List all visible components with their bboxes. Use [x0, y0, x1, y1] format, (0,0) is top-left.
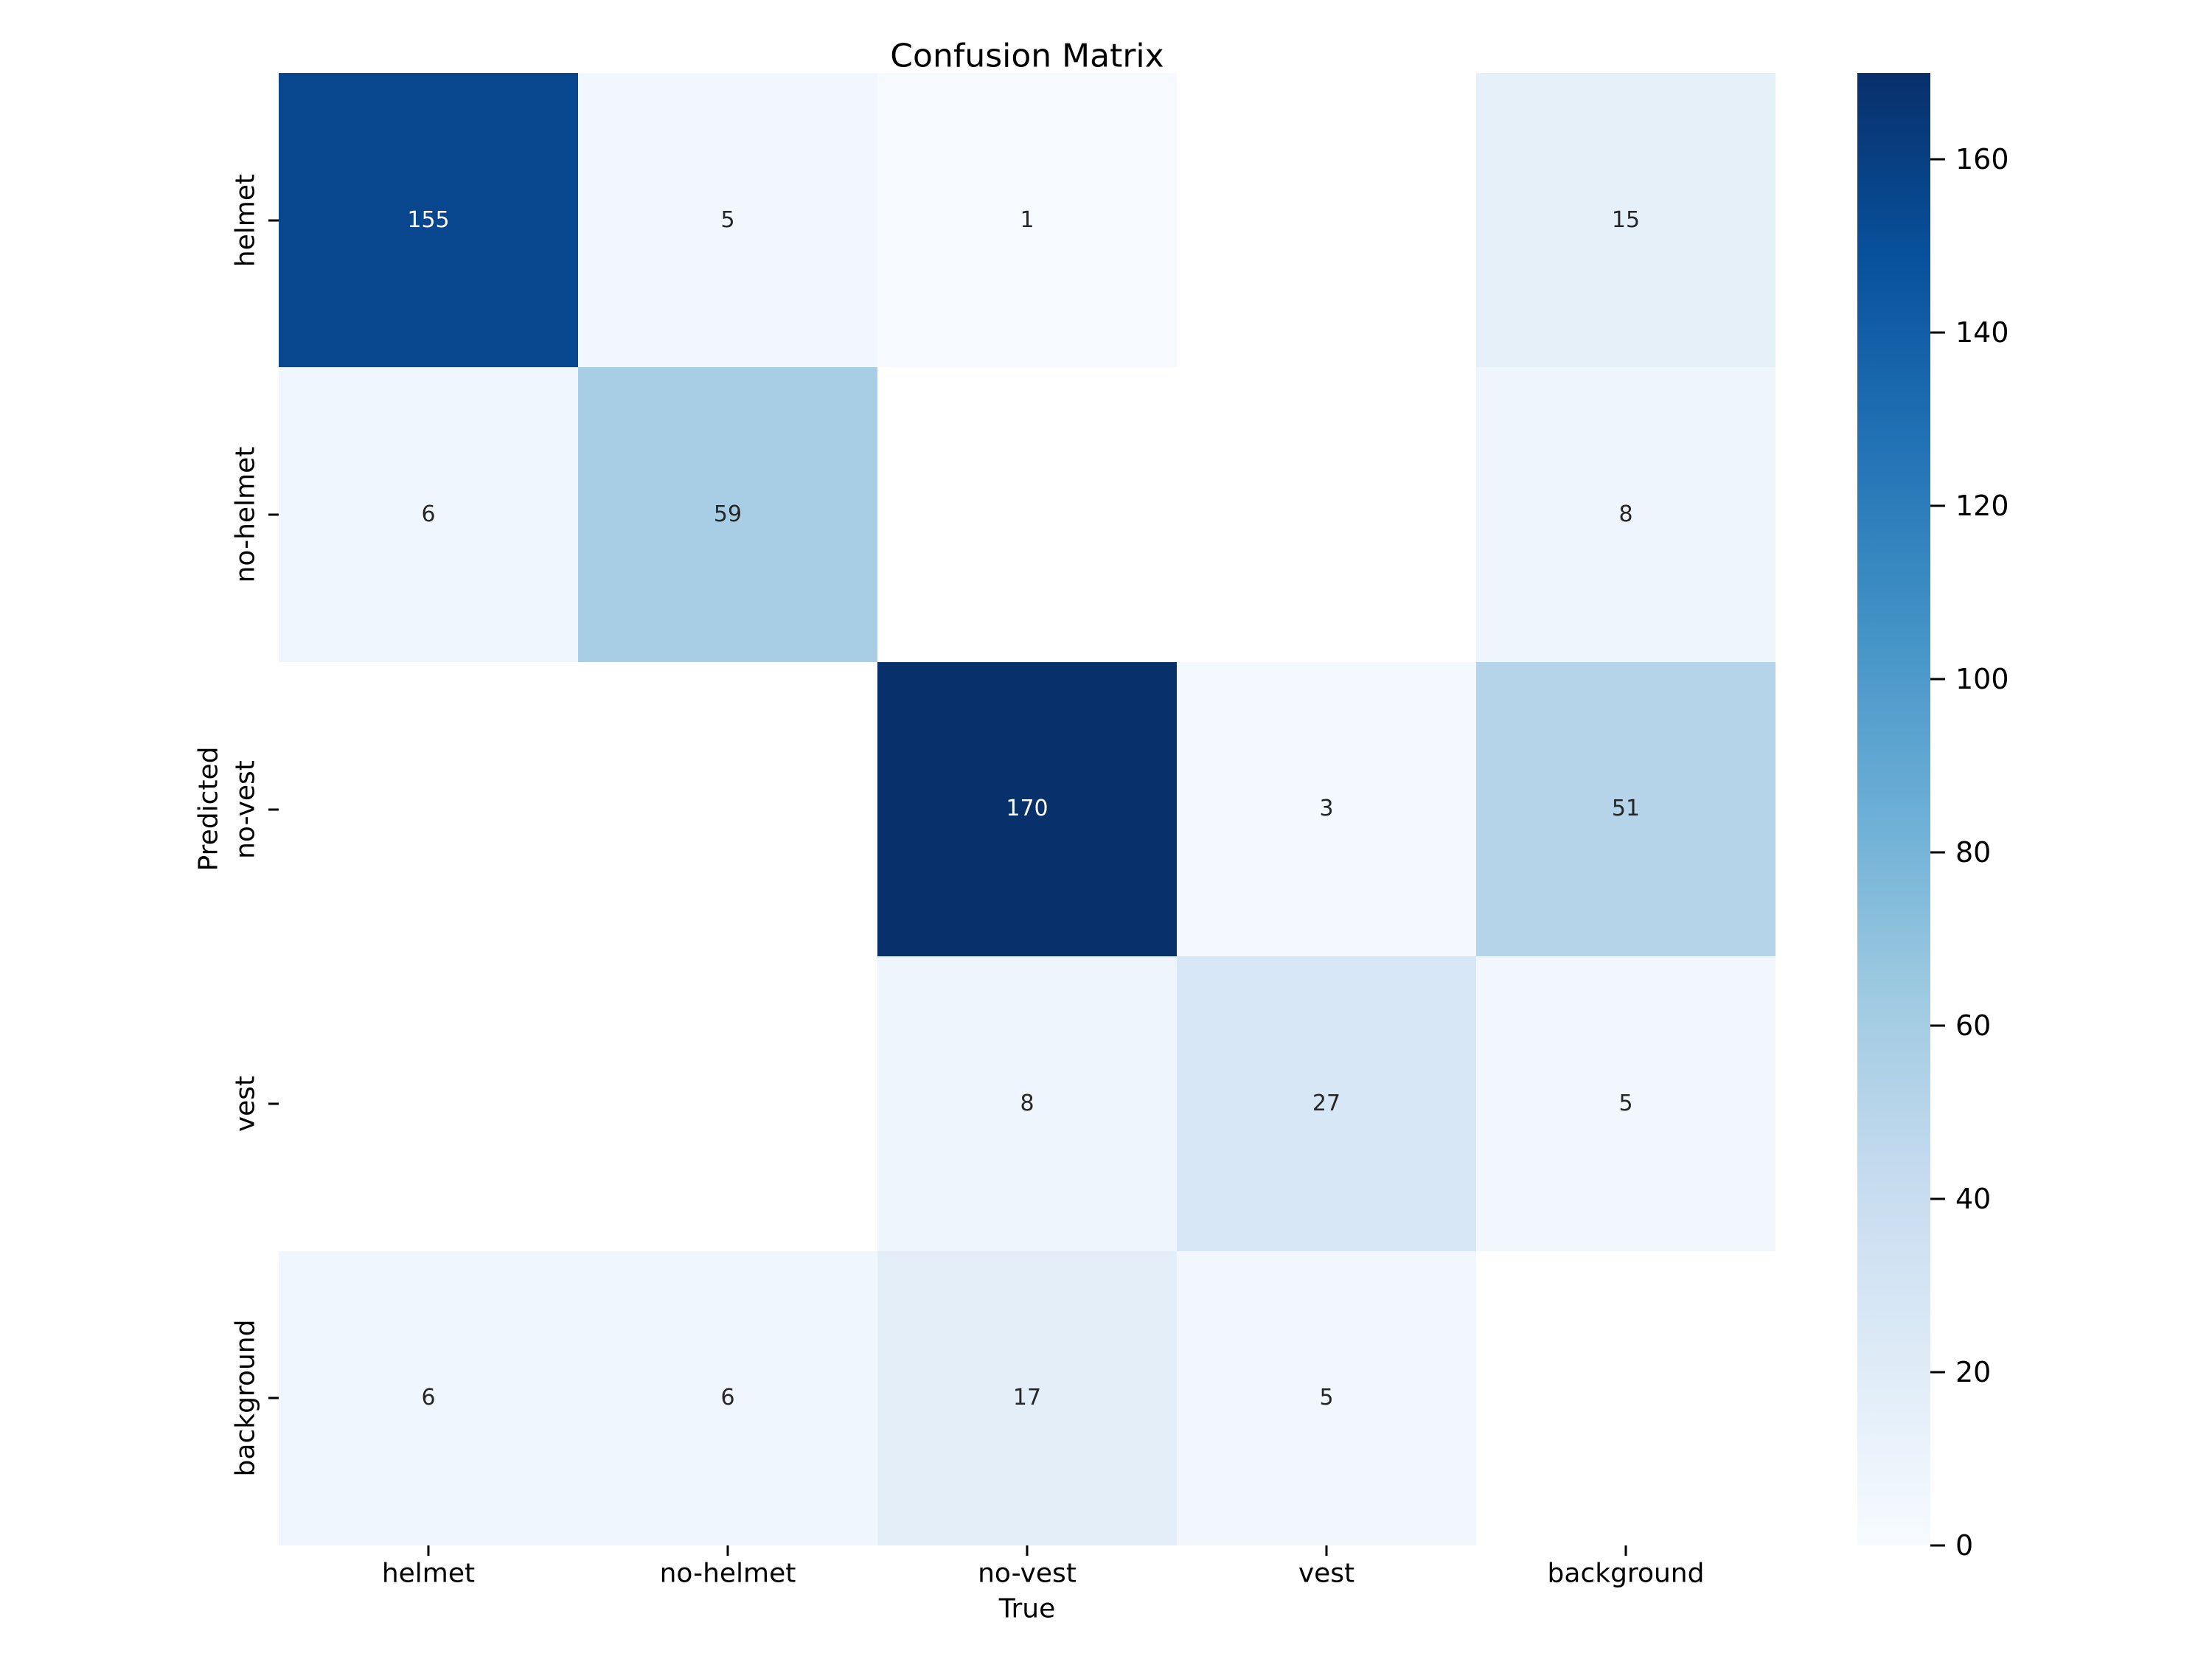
cell-value: 6	[720, 1385, 735, 1411]
cell-value: 8	[1618, 501, 1633, 528]
matrix-cell-no-helmet-vest	[1177, 367, 1476, 662]
x-tick-mark	[427, 1545, 430, 1556]
x-tick-mark	[1624, 1545, 1627, 1556]
matrix-cell-no-vest-no-helmet	[578, 661, 877, 957]
colorbar	[1857, 73, 1930, 1545]
x-tick-label-vest: vest	[1298, 1558, 1355, 1589]
x-tick-label-no-vest: no-vest	[978, 1558, 1077, 1589]
matrix-cell-vest-helmet	[279, 956, 578, 1251]
y-tick-label-vest: vest	[230, 1075, 261, 1133]
matrix-cell-background-no-vest: 17	[877, 1251, 1177, 1545]
cell-value: 5	[720, 206, 735, 233]
colorbar-tick-mark	[1930, 1371, 1945, 1374]
colorbar-tick-label: 40	[1955, 1183, 1992, 1216]
colorbar-tick-label: 160	[1955, 143, 2009, 176]
cell-value: 27	[1312, 1090, 1341, 1116]
matrix-cell-vest-vest: 27	[1177, 956, 1476, 1251]
cell-value: 3	[1319, 796, 1334, 822]
colorbar-tick-label: 100	[1955, 663, 2009, 696]
matrix-cell-helmet-helmet: 155	[279, 73, 578, 368]
colorbar-tick-mark	[1930, 851, 1945, 854]
colorbar-tick-mark	[1930, 1024, 1945, 1027]
matrix-cell-no-vest-no-vest: 170	[877, 661, 1177, 957]
colorbar-tick-label: 120	[1955, 490, 2009, 523]
colorbar-tick-mark	[1930, 678, 1945, 681]
colorbar-tick-mark	[1930, 1544, 1945, 1547]
matrix-cell-no-helmet-helmet: 6	[279, 367, 578, 662]
colorbar-gradient	[1857, 73, 1930, 1545]
y-tick-mark	[268, 1397, 279, 1399]
matrix-cell-background-background	[1476, 1251, 1775, 1545]
matrix-cell-vest-no-vest: 8	[877, 956, 1177, 1251]
x-tick-mark	[726, 1545, 729, 1556]
colorbar-tick-mark	[1930, 1197, 1945, 1200]
colorbar-tick-mark	[1930, 331, 1945, 334]
heatmap-grid: 155 5 1 15 6 59 8 170 3 51 8 27 5 6 6 17 5	[279, 73, 1775, 1545]
matrix-cell-no-vest-background: 51	[1476, 661, 1775, 957]
x-tick-label-helmet: helmet	[381, 1558, 476, 1589]
y-tick-label-helmet: helmet	[230, 173, 261, 267]
cell-value: 1	[1020, 206, 1034, 233]
matrix-cell-vest-background: 5	[1476, 956, 1775, 1251]
y-tick-mark	[268, 808, 279, 810]
matrix-cell-no-vest-helmet	[279, 661, 578, 957]
matrix-cell-no-vest-vest: 3	[1177, 661, 1476, 957]
matrix-cell-background-vest: 5	[1177, 1251, 1476, 1545]
cell-value: 170	[1006, 796, 1048, 822]
chart-title: Confusion Matrix	[890, 37, 1164, 75]
matrix-cell-background-no-helmet: 6	[578, 1251, 877, 1545]
colorbar-tick-label: 0	[1955, 1529, 1974, 1562]
y-tick-mark	[268, 219, 279, 222]
y-tick-label-no-vest: no-vest	[230, 759, 261, 859]
matrix-cell-helmet-no-vest: 1	[877, 73, 1177, 368]
colorbar-tick-mark	[1930, 158, 1945, 161]
cell-value: 15	[1611, 206, 1641, 233]
colorbar-tick-label: 60	[1955, 1009, 1992, 1043]
y-tick-label-no-helmet: no-helmet	[230, 446, 261, 583]
cell-value: 8	[1020, 1090, 1034, 1116]
y-tick-label-background: background	[230, 1319, 261, 1477]
matrix-cell-helmet-background: 15	[1476, 73, 1775, 368]
y-tick-mark	[268, 513, 279, 516]
matrix-cell-no-helmet-no-helmet: 59	[578, 367, 877, 662]
colorbar-tick-label: 140	[1955, 316, 2009, 349]
y-tick-mark	[268, 1102, 279, 1105]
y-axis-label: Predicted	[193, 746, 224, 872]
cell-value: 155	[407, 206, 450, 233]
colorbar-tick-label: 80	[1955, 836, 1992, 869]
cell-value: 5	[1319, 1385, 1334, 1411]
matrix-cell-no-helmet-no-vest	[877, 367, 1177, 662]
colorbar-tick-label: 20	[1955, 1356, 1992, 1389]
matrix-cell-helmet-vest	[1177, 73, 1476, 368]
x-tick-mark	[1026, 1545, 1029, 1556]
cell-value: 59	[713, 501, 742, 528]
x-tick-mark	[1325, 1545, 1328, 1556]
matrix-cell-vest-no-helmet	[578, 956, 877, 1251]
cell-value: 6	[421, 1385, 436, 1411]
colorbar-tick-mark	[1930, 504, 1945, 507]
cell-value: 17	[1012, 1385, 1042, 1411]
x-tick-label-no-helmet: no-helmet	[659, 1558, 796, 1589]
cell-value: 6	[421, 501, 436, 528]
x-axis-label: True	[998, 1593, 1056, 1624]
matrix-cell-no-helmet-background: 8	[1476, 367, 1775, 662]
matrix-cell-helmet-no-helmet: 5	[578, 73, 877, 368]
matrix-cell-background-helmet: 6	[279, 1251, 578, 1545]
cell-value: 51	[1611, 796, 1641, 822]
cell-value: 5	[1618, 1090, 1633, 1116]
x-tick-label-background: background	[1547, 1558, 1705, 1589]
